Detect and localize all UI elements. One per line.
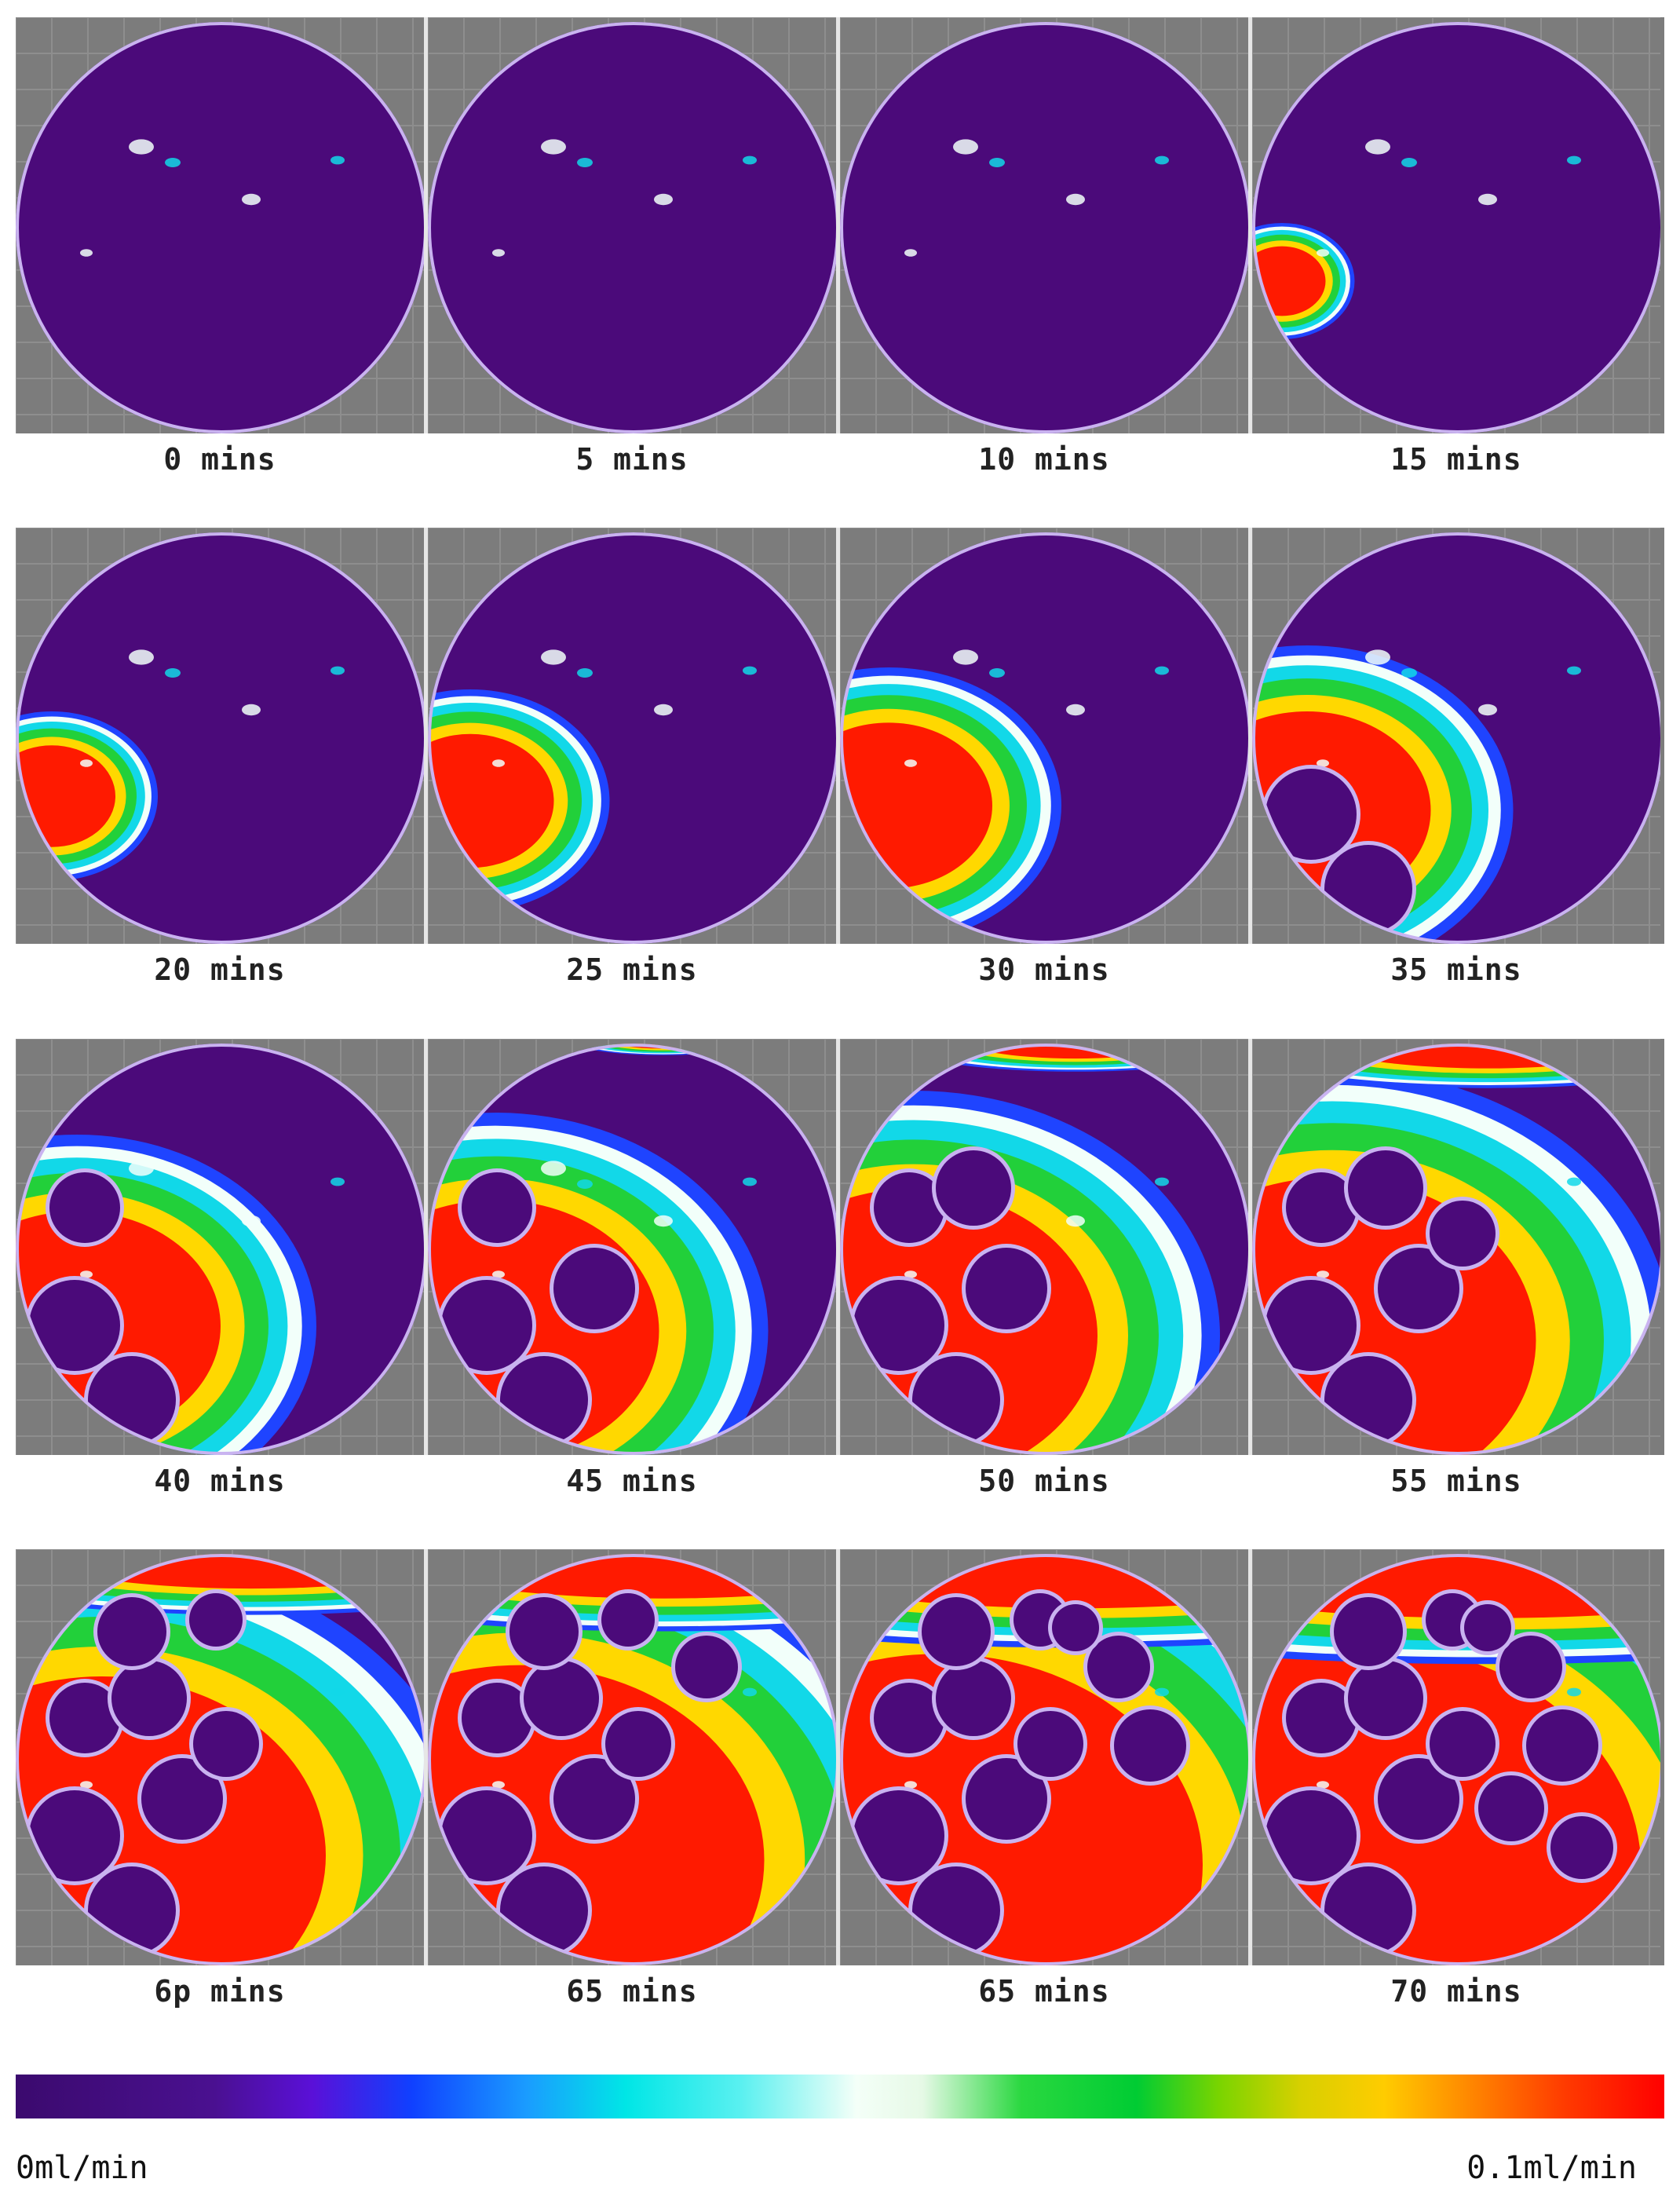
panel-caption: 45 mins	[566, 1464, 698, 1498]
disk-rim	[16, 1044, 424, 1455]
disk-rim	[16, 1554, 424, 1965]
simulation-panel-14	[428, 1549, 836, 1965]
colorbar-min-label: 0ml/min	[16, 2150, 148, 2186]
flow-field-image	[840, 1549, 1248, 1965]
simulation-panel-1	[16, 17, 424, 433]
panel-caption: 70 mins	[1390, 1974, 1522, 2009]
panel-caption: 0 mins	[163, 442, 276, 477]
flow-field-image	[840, 528, 1248, 944]
panel-caption: 55 mins	[1390, 1464, 1522, 1498]
disk-rim	[16, 532, 424, 944]
panel-divider	[836, 1039, 840, 1455]
disk-rim	[1252, 1554, 1660, 1965]
disk-rim	[428, 532, 836, 944]
sample-disk	[428, 22, 836, 433]
simulation-panel-15	[840, 1549, 1248, 1965]
sample-disk	[16, 22, 424, 433]
disk-rim	[840, 532, 1248, 944]
flow-front	[16, 711, 158, 881]
simulation-panel-7	[840, 528, 1248, 944]
flow-field-image	[16, 1039, 424, 1455]
panel-row-3	[16, 1039, 1664, 1455]
flow-field-image	[428, 528, 836, 944]
panel-divider	[1248, 528, 1252, 944]
flow-field-image	[428, 1549, 836, 1965]
disk-rim	[840, 22, 1248, 433]
colorbar	[16, 2075, 1664, 2118]
simulation-panel-4	[1252, 17, 1660, 433]
flow-field-image	[1252, 528, 1660, 944]
panel-caption: 5 mins	[575, 442, 688, 477]
panel-caption: 35 mins	[1390, 952, 1522, 987]
panel-caption: 65 mins	[566, 1974, 698, 2009]
flow-field-image	[16, 17, 424, 433]
disk-rim	[428, 1554, 836, 1965]
colorbar-max-label: 0.1ml/min	[1466, 2150, 1637, 2186]
flow-field-image	[428, 1039, 836, 1455]
panel-caption: 50 mins	[978, 1464, 1110, 1498]
simulation-panel-11	[840, 1039, 1248, 1455]
panel-caption: 15 mins	[1390, 442, 1522, 477]
flow-field-image	[1252, 1549, 1660, 1965]
panel-divider	[1248, 1039, 1252, 1455]
flow-field-image	[840, 1039, 1248, 1455]
panel-divider	[424, 17, 428, 433]
sample-disk	[840, 22, 1248, 433]
simulation-panel-6	[428, 528, 836, 944]
panel-divider	[836, 17, 840, 433]
flow-field-image	[16, 528, 424, 944]
panel-caption: 20 mins	[154, 952, 286, 987]
disk-rim	[1252, 22, 1660, 433]
panel-caption: 65 mins	[978, 1974, 1110, 2009]
panel-divider	[424, 1549, 428, 1965]
flow-field-image	[840, 17, 1248, 433]
simulation-panel-8	[1252, 528, 1660, 944]
simulation-panel-3	[840, 17, 1248, 433]
simulation-panel-2	[428, 17, 836, 433]
panel-row-2	[16, 528, 1664, 944]
panel-divider	[836, 528, 840, 944]
panel-divider	[1248, 17, 1252, 433]
simulation-panel-13	[16, 1549, 424, 1965]
panel-caption: 10 mins	[978, 442, 1110, 477]
panel-caption: 40 mins	[154, 1464, 286, 1498]
disk-rim	[428, 1044, 836, 1455]
panel-divider	[424, 528, 428, 944]
disk-rim	[1252, 1044, 1660, 1455]
panel-divider	[836, 1549, 840, 1965]
simulation-panel-9	[16, 1039, 424, 1455]
panel-divider	[424, 1039, 428, 1455]
simulation-panel-16	[1252, 1549, 1660, 1965]
disk-rim	[428, 22, 836, 433]
disk-rim	[840, 1044, 1248, 1455]
flow-field-image	[16, 1549, 424, 1965]
panel-caption: 25 mins	[566, 952, 698, 987]
flow-front	[840, 667, 1061, 944]
simulation-panel-10	[428, 1039, 836, 1455]
panel-caption: 6p mins	[154, 1974, 286, 2009]
flow-field-image	[1252, 17, 1660, 433]
panel-divider	[1248, 1549, 1252, 1965]
disk-rim	[840, 1554, 1248, 1965]
flow-field-image	[428, 17, 836, 433]
disk-rim	[16, 22, 424, 433]
simulation-panel-12	[1252, 1039, 1660, 1455]
sample-disk	[1252, 22, 1660, 433]
panel-row-1	[16, 17, 1664, 433]
simulation-panel-5	[16, 528, 424, 944]
disk-rim	[1252, 532, 1660, 944]
panel-row-4	[16, 1549, 1664, 1965]
panel-caption: 30 mins	[978, 952, 1110, 987]
flow-field-image	[1252, 1039, 1660, 1455]
